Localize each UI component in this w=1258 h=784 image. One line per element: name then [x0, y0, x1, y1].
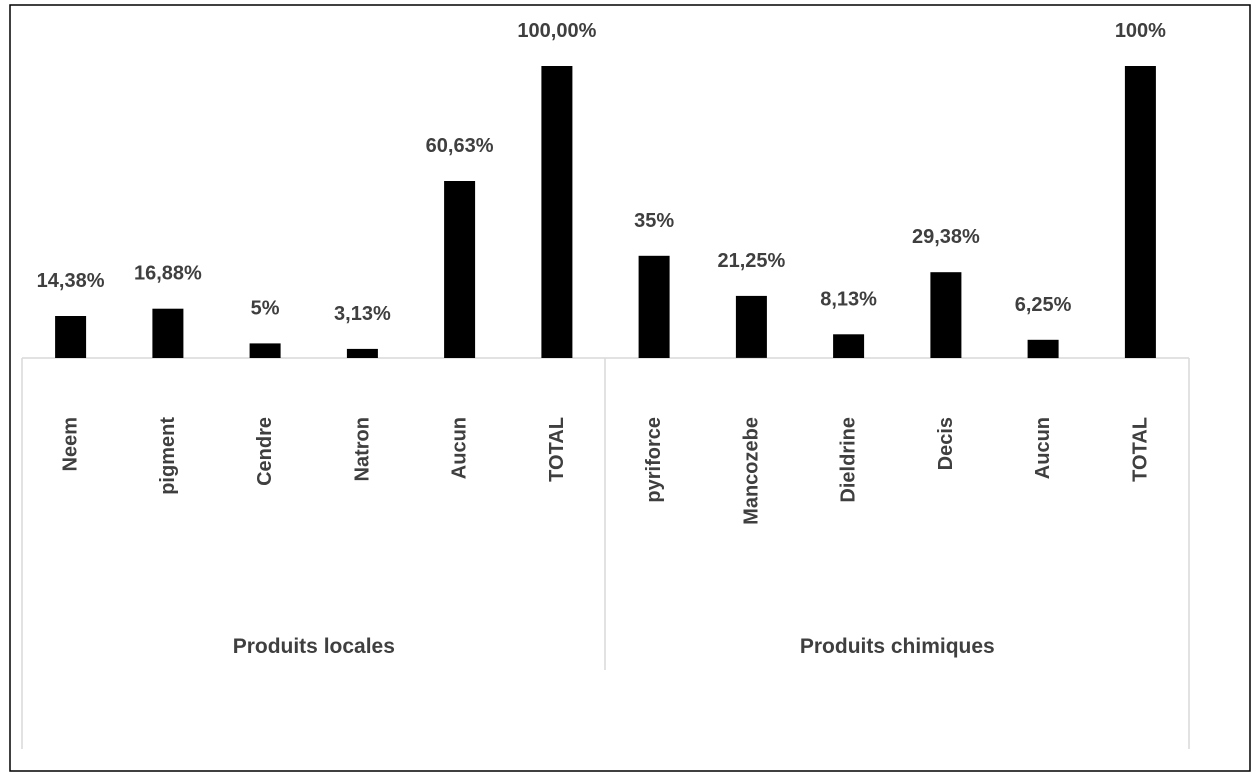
data-label: 100,00%: [517, 20, 596, 42]
category-label: pigment: [157, 417, 179, 495]
data-label: 14,38%: [37, 270, 105, 292]
bar: [1124, 66, 1156, 358]
category-label: Aucun: [449, 417, 471, 479]
category-label: Mancozebe: [740, 417, 762, 525]
bar: [249, 343, 281, 358]
group-label: Produits chimiques: [800, 635, 995, 658]
bar: [735, 295, 767, 358]
bar: [444, 181, 476, 358]
data-label: 21,25%: [717, 250, 785, 272]
category-label: Neem: [60, 417, 82, 471]
category-label: Cendre: [254, 417, 276, 486]
data-label: 8,13%: [820, 288, 877, 310]
bar: [346, 348, 378, 358]
category-label: pyriforce: [643, 417, 665, 503]
bar: [638, 255, 670, 358]
data-label: 3,13%: [334, 303, 391, 325]
bar: [55, 316, 87, 358]
data-label: 6,25%: [1015, 294, 1072, 316]
bar: [152, 308, 184, 358]
category-label: Natron: [351, 417, 373, 481]
category-label: TOTAL: [546, 417, 568, 482]
data-label: 5%: [251, 297, 280, 319]
bar: [930, 272, 962, 358]
group-label: Produits locales: [233, 635, 395, 658]
bar: [541, 66, 573, 358]
category-label: Dieldrine: [838, 417, 860, 503]
data-label: 100%: [1115, 20, 1166, 42]
category-label: TOTAL: [1129, 417, 1151, 482]
category-label: Aucun: [1032, 417, 1054, 479]
data-label: 16,88%: [134, 263, 202, 285]
chart-frame: [9, 4, 1251, 772]
bar: [1027, 339, 1059, 359]
bar: [833, 334, 865, 358]
data-label: 35%: [634, 210, 674, 232]
data-label: 29,38%: [912, 226, 980, 248]
data-label: 60,63%: [426, 135, 494, 157]
category-label: Decis: [935, 417, 957, 470]
